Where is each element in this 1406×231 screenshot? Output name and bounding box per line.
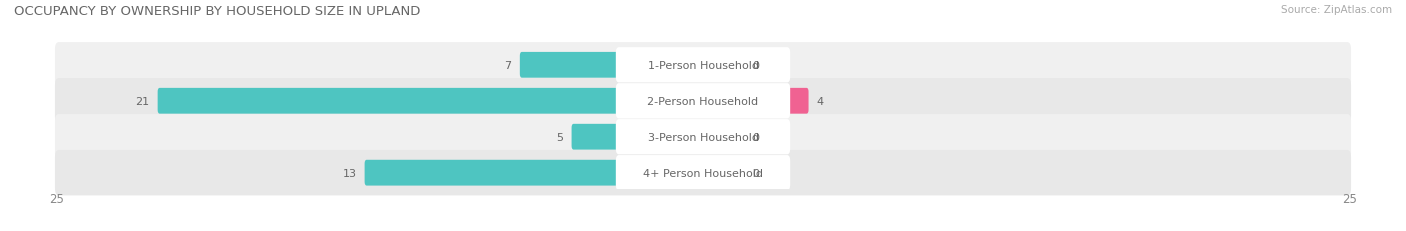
FancyBboxPatch shape (157, 88, 704, 114)
FancyBboxPatch shape (616, 155, 790, 191)
Text: 21: 21 (135, 96, 149, 106)
Text: 3-Person Household: 3-Person Household (648, 132, 758, 142)
FancyBboxPatch shape (616, 84, 790, 119)
Text: 1-Person Household: 1-Person Household (648, 61, 758, 70)
Text: 2-Person Household: 2-Person Household (647, 96, 759, 106)
Text: Source: ZipAtlas.com: Source: ZipAtlas.com (1281, 5, 1392, 15)
Text: 0: 0 (752, 61, 759, 70)
FancyBboxPatch shape (572, 124, 704, 150)
FancyBboxPatch shape (55, 115, 1351, 160)
FancyBboxPatch shape (702, 160, 744, 186)
Text: OCCUPANCY BY OWNERSHIP BY HOUSEHOLD SIZE IN UPLAND: OCCUPANCY BY OWNERSHIP BY HOUSEHOLD SIZE… (14, 5, 420, 18)
Text: 0: 0 (752, 168, 759, 178)
Text: 4+ Person Household: 4+ Person Household (643, 168, 763, 178)
Text: 5: 5 (557, 132, 564, 142)
Text: 4: 4 (817, 96, 824, 106)
FancyBboxPatch shape (702, 53, 744, 78)
FancyBboxPatch shape (55, 79, 1351, 124)
FancyBboxPatch shape (55, 43, 1351, 88)
Text: 13: 13 (342, 168, 356, 178)
Text: 7: 7 (505, 61, 512, 70)
FancyBboxPatch shape (616, 48, 790, 83)
FancyBboxPatch shape (520, 53, 704, 78)
FancyBboxPatch shape (702, 124, 744, 150)
FancyBboxPatch shape (55, 150, 1351, 196)
FancyBboxPatch shape (616, 120, 790, 155)
FancyBboxPatch shape (702, 88, 808, 114)
Text: 0: 0 (752, 132, 759, 142)
FancyBboxPatch shape (364, 160, 704, 186)
